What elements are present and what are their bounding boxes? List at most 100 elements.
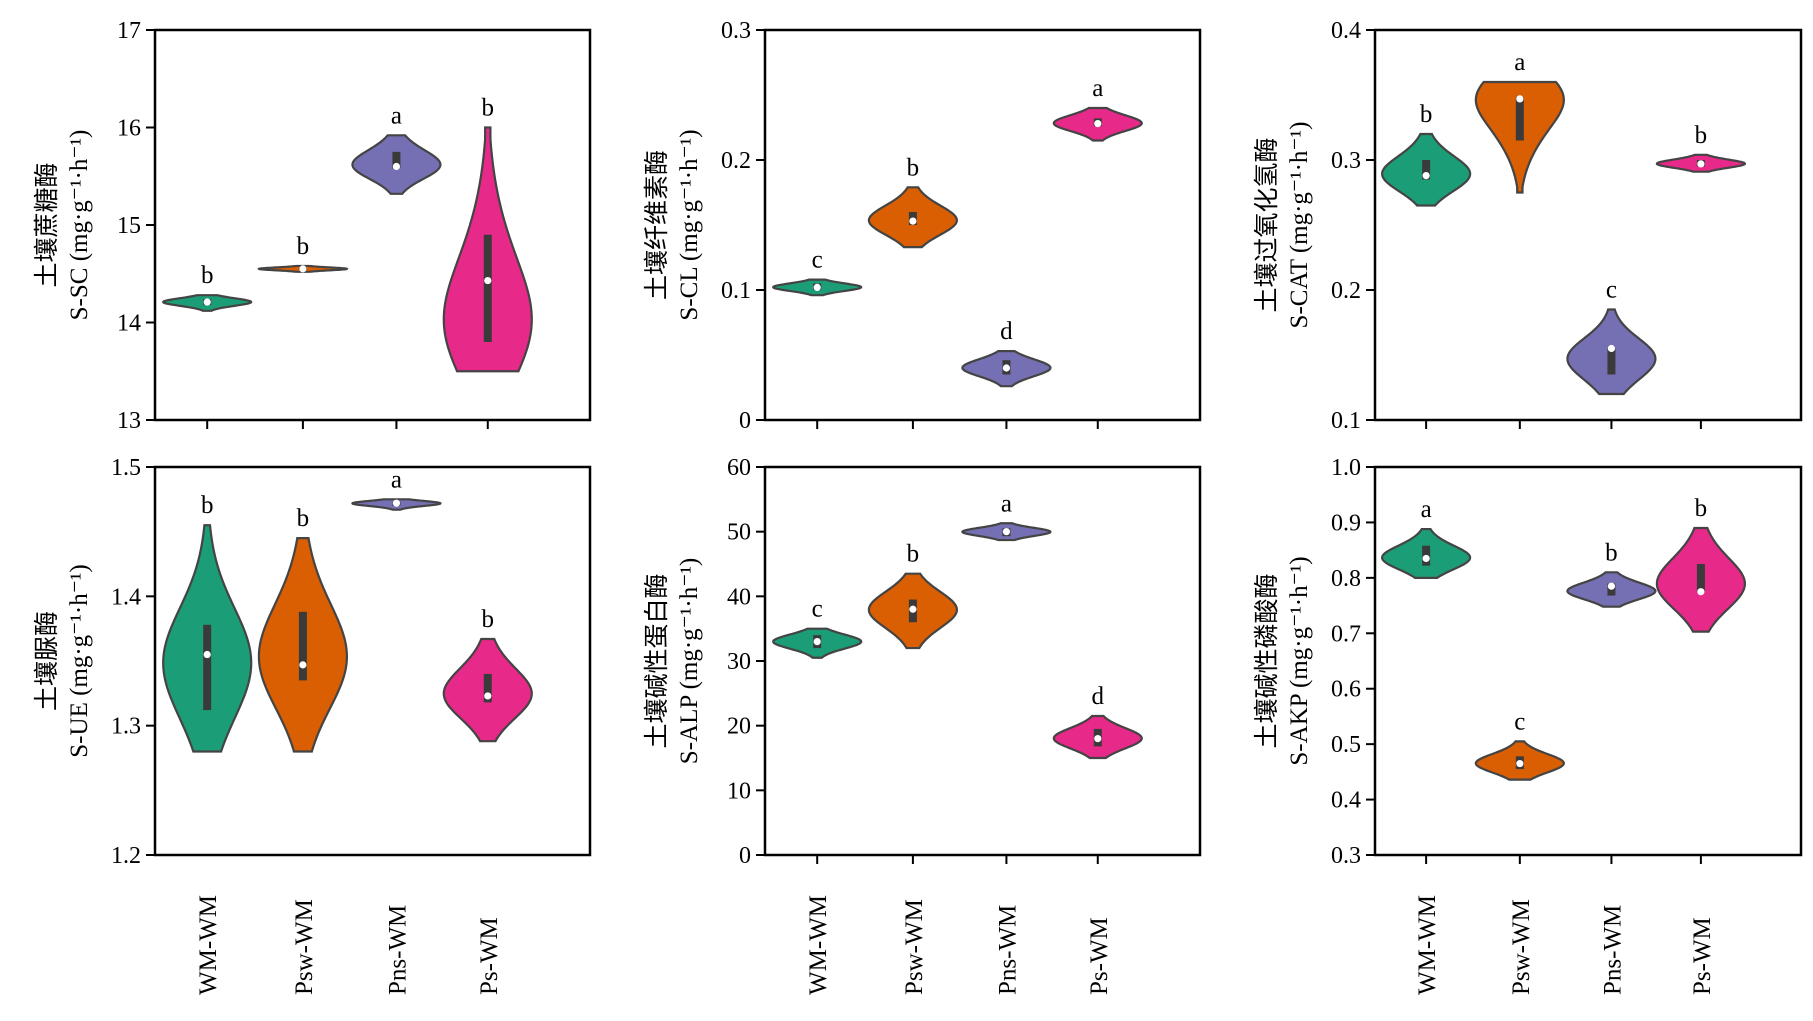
y-tick-label: 0.1 [1331,408,1361,434]
significance-letter: c [1514,708,1525,735]
y-axis-title: 土壤碱性磷酸酶 S-AKP (mg·g⁻¹·h⁻¹) [1253,556,1313,765]
significance-letter: b [907,541,920,568]
y-tick-label: 14 [117,311,141,337]
significance-letter: d [1092,683,1105,710]
y-tick-label: 0.2 [1331,278,1361,304]
y-tick-label: 0.4 [1331,788,1361,814]
y-tick-label: 15 [117,213,141,239]
median-point [813,638,821,646]
y-tick-label: 60 [727,455,751,481]
median-point [203,650,211,659]
median-point [392,162,401,171]
y-axis-title: 土壤蔗糖酶 S-SC (mg·g⁻¹·h⁻¹) [33,130,93,321]
median-point [1697,160,1705,168]
y-tick-label: 1.4 [111,584,141,610]
violin-Pns-WM: d [961,318,1052,388]
iqr-box [1607,348,1616,375]
median-point [299,265,307,273]
plot-frame [153,28,592,422]
median-point [392,499,401,507]
y-tick-label: 0.4 [1331,18,1361,44]
y-tick-label: 30 [727,649,751,675]
significance-letter: c [812,596,823,623]
median-point [1094,735,1102,743]
violin-Pns-WM: a [351,102,442,195]
y-tick-label: 0 [739,843,751,869]
y-axis-title-cn: 土壤脲酶 [33,611,61,711]
y-axis-title: 土壤脲酶 S-UE (mg·g⁻¹·h⁻¹) [33,564,93,757]
panel-1: 13 14 15 16 17 土壤蔗糖酶 S-SC (mg·g⁻¹·h⁻¹) b b a b [33,18,592,434]
y-tick-label: 0.2 [721,148,751,174]
significance-letter: a [391,466,402,493]
y-tick-label: 1.2 [111,843,141,869]
y-tick-label: 0.8 [1331,566,1361,592]
significance-letter: c [812,247,823,274]
x-tick-label: Pns-WM [384,905,411,995]
violin-Ps-WM: b [1655,122,1747,173]
y-axis-title-en: S-SC (mg·g⁻¹·h⁻¹) [66,130,93,321]
violin-WM-WM: b [162,262,253,312]
median-point [1002,528,1011,536]
iqr-box [392,151,401,169]
plot-frame [763,465,1202,857]
significance-letter: b [1605,539,1618,566]
y-tick-label: 0.3 [721,18,751,44]
y-tick-label: 0.3 [1331,843,1361,869]
median-point [1094,120,1102,128]
iqr-box [483,234,492,342]
median-point [813,283,821,291]
y-axis-title-cn: 土壤纤维素酶 [643,150,671,300]
median-point [484,692,492,700]
plot-frame [1373,28,1803,422]
median-point [1697,588,1705,596]
iqr-box [1515,97,1524,141]
y-tick-label: 20 [727,714,751,740]
plot-frame [1373,465,1803,857]
x-tick-label: Psw-WM [901,899,928,995]
y-tick-label: 0.3 [1331,148,1361,174]
significance-letter: b [482,606,495,633]
median-point [1516,95,1524,103]
y-tick-label: 50 [727,520,751,546]
x-tick-label: Psw-WM [1508,899,1535,995]
y-tick-label: 0.1 [721,278,751,304]
y-tick-label: 16 [117,116,141,142]
y-axis-title-cn: 土壤蔗糖酶 [33,162,61,287]
panel-2: 0 0.1 0.2 0.3 土壤纤维素酶 S-CL (mg·g⁻¹·h⁻¹) c b d a [643,18,1202,434]
x-tick-label: Psw-WM [291,899,318,995]
significance-letter: b [297,233,310,260]
significance-letter: d [1000,318,1013,345]
panel-5: 0 10 20 30 40 50 60 土壤碱性蛋白酶 S-ALP (mg·g⁻¹·h⁻¹) c W… [643,455,1202,995]
y-axis-title-en: S-AKP (mg·g⁻¹·h⁻¹) [1286,556,1313,765]
violin-WM-WM: a [1381,496,1472,579]
y-axis-title-cn: 土壤碱性磷酸酶 [1253,573,1281,748]
median-point [1607,582,1616,590]
median-point [1607,344,1616,353]
significance-letter: b [482,95,495,122]
violin-Psw-WM: c [1474,708,1565,781]
panel-6: 0.3 0.4 0.5 0.6 0.7 0.8 0.9 1.0 土壤碱性磷酸酶 S-AKP (mg… [1253,455,1803,995]
iqr-box [1696,564,1705,592]
violin-Pns-WM: b [1566,539,1657,608]
plot-frame [763,28,1202,422]
x-tick-label: Pns-WM [994,905,1021,995]
x-tick-label: Ps-WM [476,917,503,995]
significance-letter: c [1606,277,1617,304]
x-tick-label: WM-WM [195,895,222,995]
violin-WM-WM: b [1381,101,1472,207]
median-point [909,605,917,613]
significance-letter: b [201,492,214,519]
significance-letter: b [1695,122,1708,149]
violin-Psw-WM: b [257,233,349,273]
panel-3: 0.1 0.2 0.3 0.4 土壤过氧化氢酶 S-CAT (mg·g⁻¹·h⁻¹) b a c… [1253,18,1803,434]
iqr-box [483,673,492,703]
violin-Psw-WM: a [1474,49,1565,194]
y-axis-title-cn: 土壤碱性蛋白酶 [643,573,671,748]
significance-letter: b [907,154,920,181]
violin-Psw-WM: b [867,541,959,650]
violin-Psw-WM: b [257,505,349,753]
y-axis-title-en: S-CL (mg·g⁻¹·h⁻¹) [676,129,703,320]
violin-Pns-WM: c [1566,277,1657,396]
significance-letter: a [1092,75,1103,102]
violin-Psw-WM: b [867,154,959,249]
